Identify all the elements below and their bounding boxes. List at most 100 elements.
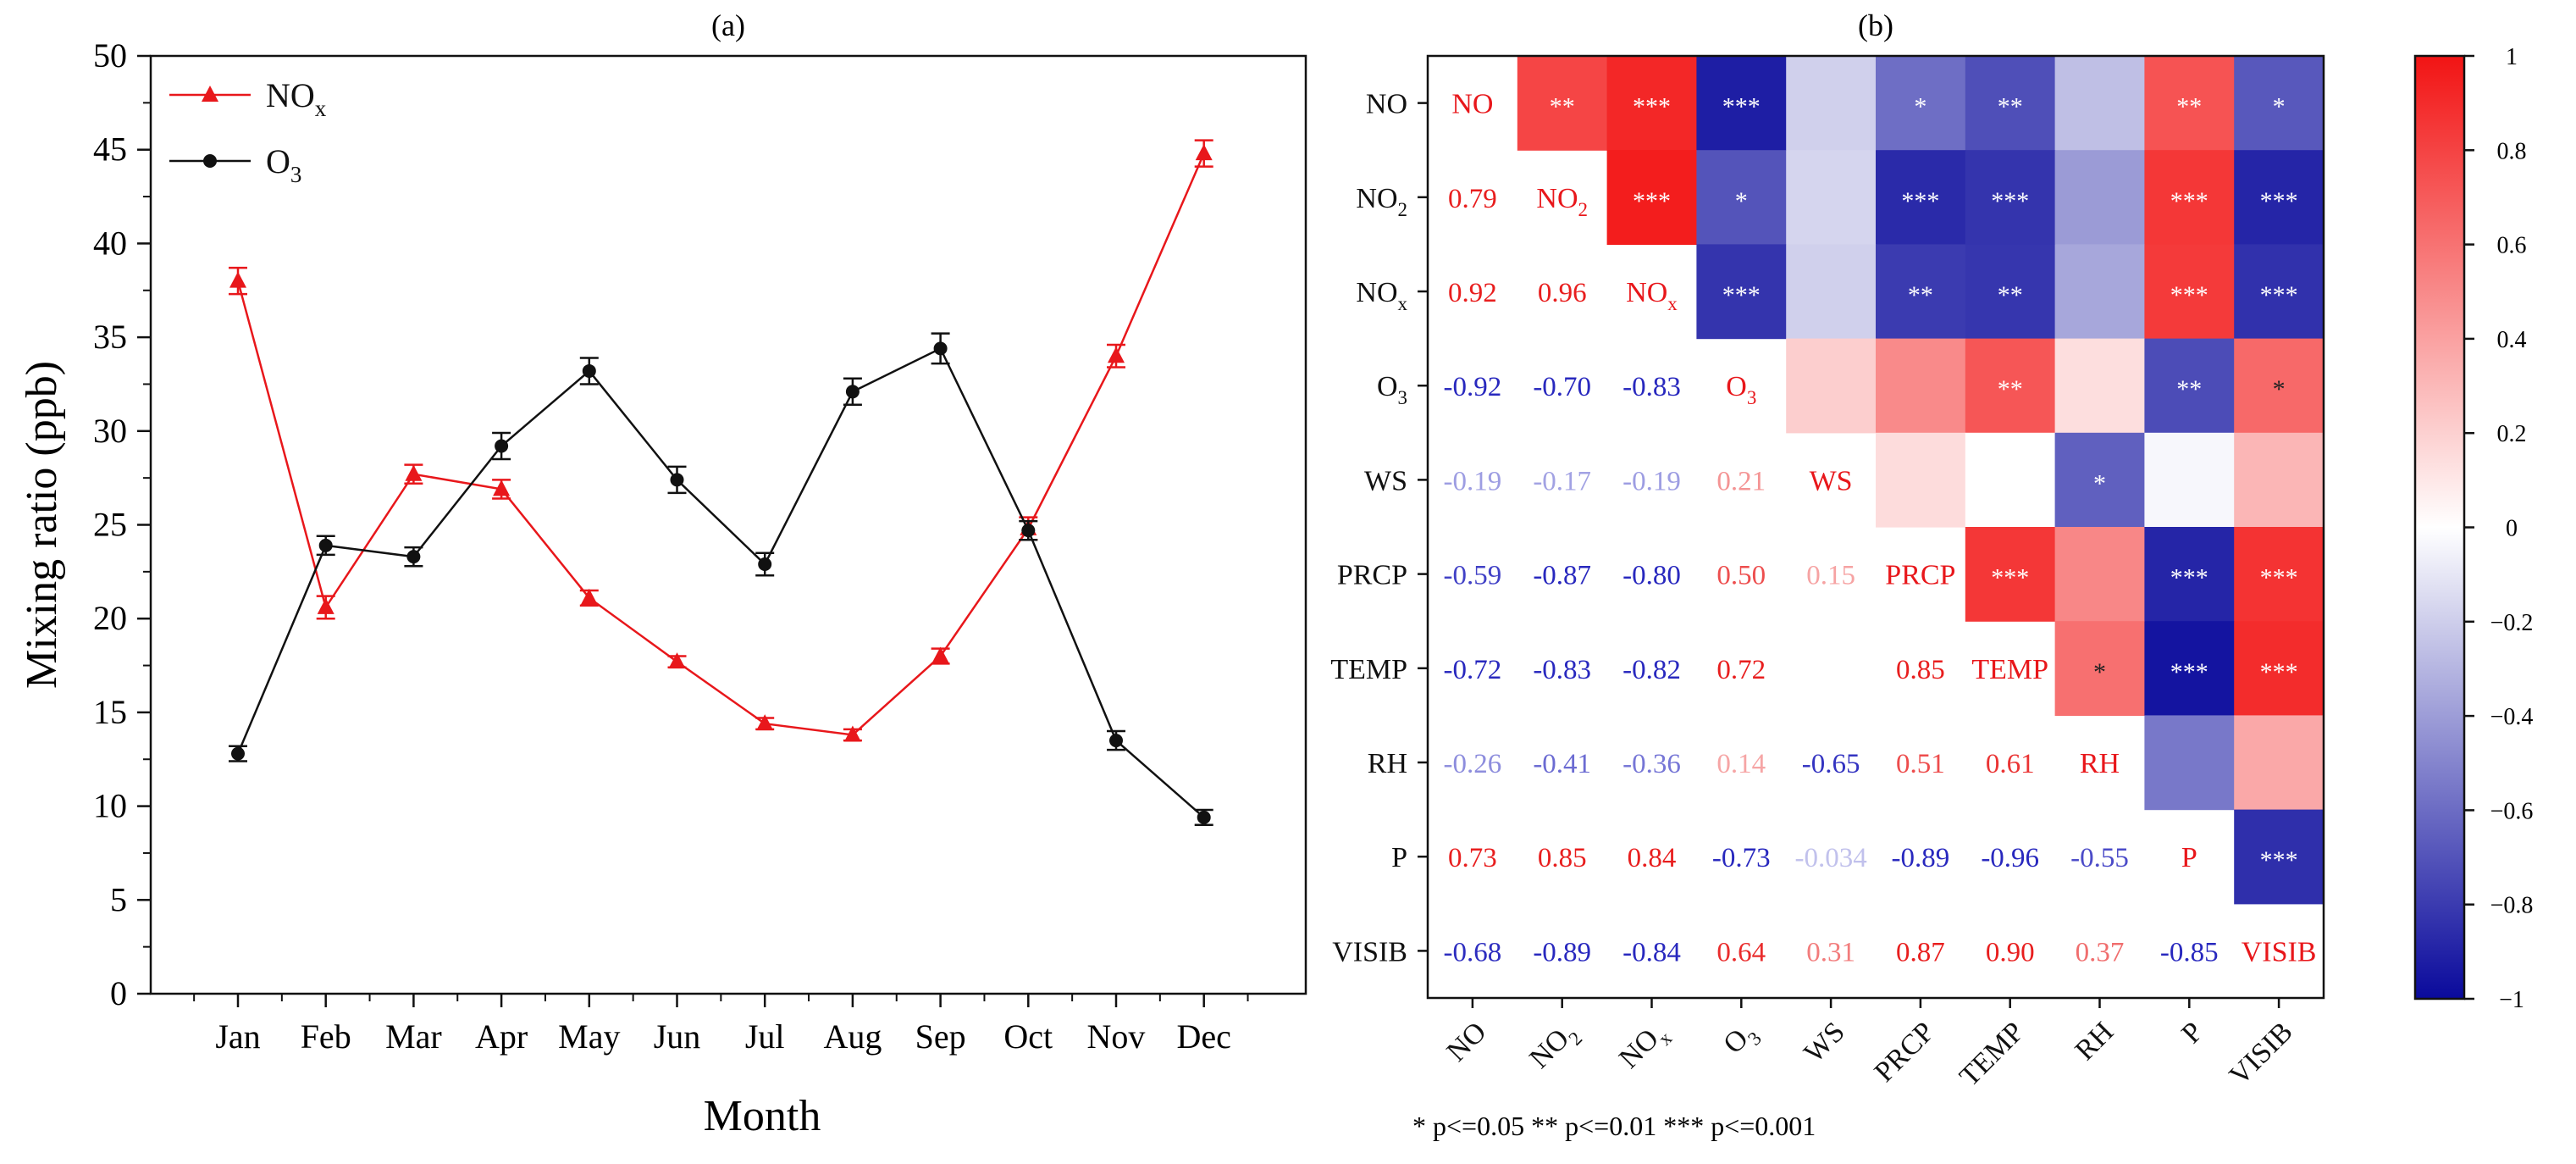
heatmap-cell: [1786, 338, 1877, 434]
correlation-value: -0.19: [1622, 466, 1681, 496]
significance-stars: ***: [1901, 187, 1939, 215]
significance-stars: **: [1998, 375, 2023, 403]
heatmap-cell: [1786, 244, 1877, 340]
heatmap-cell: [2144, 56, 2235, 151]
x-tick-label: Apr: [475, 1017, 528, 1056]
data-point-nox: [843, 725, 861, 742]
correlation-value: 0.15: [1806, 561, 1855, 591]
x-tick-label: Mar: [385, 1017, 442, 1056]
x-tick-label: Dec: [1176, 1017, 1230, 1056]
colorbar-tick-label: 0.4: [2497, 327, 2527, 353]
heatmap-cell: [1965, 432, 2056, 528]
heatmap-cell: [1965, 244, 2056, 340]
heatmap-cell: [2144, 338, 2235, 434]
significance-stars: ***: [2260, 281, 2298, 309]
y-axis-title: Mixing ratio (ppb): [18, 361, 66, 689]
series-nox: [229, 139, 1213, 742]
column-label: TEMP: [1954, 1016, 2030, 1092]
heatmap-cell: [2054, 621, 2145, 716]
column-label: PRCP: [1869, 1016, 1941, 1088]
colorbar-tick-label: 0.8: [2497, 138, 2527, 164]
y-tick-label: 20: [93, 599, 127, 637]
heatmap-cell: [1696, 56, 1787, 151]
correlation-value: 0.79: [1448, 184, 1497, 214]
data-point-nox: [668, 652, 686, 669]
heatmap-cell: [2144, 715, 2235, 811]
correlation-value: -0.65: [1802, 749, 1860, 779]
x-tick-label: Jan: [215, 1017, 260, 1056]
correlation-value: -0.87: [1533, 561, 1591, 591]
significance-stars: ***: [2170, 564, 2208, 592]
heatmap-cell: [2054, 338, 2145, 434]
data-point-o3: [495, 439, 509, 453]
correlation-value: 0.90: [1986, 937, 2035, 967]
correlation-value: 0.85: [1538, 843, 1587, 873]
heatmap-cell: [1965, 56, 2056, 151]
correlation-value: -0.19: [1444, 466, 1502, 496]
data-point-o3: [406, 550, 421, 564]
significance-stars: **: [1998, 281, 2023, 309]
data-point-nox: [229, 271, 246, 288]
colorbar-tick-label: 0.2: [2497, 421, 2527, 447]
correlation-value: 0.37: [2076, 937, 2125, 967]
correlation-value: 0.51: [1896, 749, 1945, 779]
heatmap-cell: [2234, 527, 2324, 622]
correlation-value: -0.59: [1444, 561, 1502, 591]
correlation-value: -0.92: [1444, 372, 1502, 402]
correlation-value: 0.87: [1896, 937, 1945, 967]
significance-stars: ***: [1633, 187, 1671, 215]
correlation-value: -0.89: [1533, 937, 1591, 967]
row-label: PRCP: [1337, 560, 1407, 591]
correlation-value: -0.41: [1533, 749, 1591, 779]
diagonal-label: P: [2181, 842, 2197, 873]
data-point-o3: [933, 341, 948, 356]
heatmap-cell: [2234, 150, 2324, 245]
heatmap-cell: [1876, 432, 1966, 528]
significance-stars: *: [2273, 93, 2286, 121]
significance-stars: ***: [1991, 187, 2029, 215]
correlation-value: -0.73: [1712, 843, 1771, 873]
significance-stars: *: [2093, 658, 2106, 686]
x-tick-label: Aug: [823, 1017, 882, 1056]
series-line-nox: [236, 152, 1205, 736]
correlation-value: -0.83: [1622, 372, 1681, 402]
significance-stars: ***: [1991, 564, 2029, 592]
data-point-o3: [1109, 734, 1123, 748]
colorbar-tick-label: −0.4: [2490, 704, 2534, 730]
heatmap-cell: [2234, 338, 2324, 434]
correlation-value: -0.84: [1622, 937, 1681, 967]
significance-stars: ***: [1633, 93, 1671, 121]
row-label: RH: [1368, 748, 1407, 779]
data-point-o3: [670, 473, 684, 487]
heatmap-cell: [2144, 432, 2235, 528]
heatmap-cell: [1965, 150, 2056, 245]
data-point-nox: [493, 479, 511, 496]
heatmap-cell: [1606, 150, 1697, 245]
colorbar: [2413, 54, 2466, 1000]
heatmap-cell: [1786, 150, 1877, 245]
column-label: P: [2175, 1016, 2209, 1050]
correlation-value: -0.82: [1622, 655, 1681, 685]
x-tick-label: Jul: [745, 1017, 785, 1056]
correlation-value: 0.61: [1986, 749, 2035, 779]
correlation-value: -0.80: [1622, 561, 1681, 591]
heatmap-cell: [2234, 56, 2324, 151]
significance-stars: **: [2176, 375, 2202, 403]
column-label: NO2: [1523, 1016, 1586, 1078]
heatmap-cell: [2234, 621, 2324, 716]
significance-stars: *: [2273, 375, 2286, 403]
row-label: NO2: [1356, 183, 1407, 220]
heatmap-cell: [1876, 244, 1966, 340]
colorbar-tick-label: 0: [2506, 516, 2518, 542]
diagonal-label: NOx: [1626, 277, 1678, 314]
heatmap-cell: [2234, 715, 2324, 811]
column-label: VISIB: [2224, 1016, 2299, 1091]
significance-stars: ***: [2170, 187, 2208, 215]
correlation-value: -0.17: [1533, 466, 1591, 496]
panel-b-correlation-heatmap: (b)NO ** *** *** * ** ** *0.79 NO2 *** * *** *** *** *…: [1330, 8, 2533, 1141]
heatmap-cell: [2054, 56, 2145, 151]
y-tick-label: 0: [110, 974, 127, 1012]
significance-stars: **: [1550, 93, 1575, 121]
diagonal-label: NO: [1451, 89, 1493, 120]
legend: NOx O3: [169, 76, 327, 187]
